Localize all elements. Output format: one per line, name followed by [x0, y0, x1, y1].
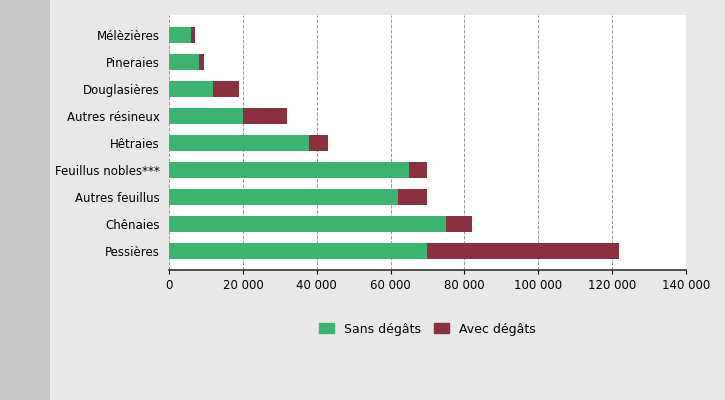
- Bar: [213, 81, 239, 97]
- Bar: [428, 243, 619, 259]
- Bar: [169, 108, 243, 124]
- Bar: [398, 189, 428, 205]
- Bar: [409, 162, 428, 178]
- Bar: [169, 189, 398, 205]
- Y-axis label: Superficie (ha): Superficie (ha): [37, 97, 50, 189]
- Bar: [169, 81, 213, 97]
- Bar: [169, 27, 191, 43]
- Bar: [169, 135, 310, 151]
- Legend: Sans dégâts, Avec dégâts: Sans dégâts, Avec dégâts: [315, 318, 541, 340]
- Bar: [199, 54, 204, 70]
- Bar: [169, 162, 409, 178]
- Bar: [310, 135, 328, 151]
- Bar: [243, 108, 287, 124]
- Bar: [169, 54, 199, 70]
- Bar: [446, 216, 472, 232]
- Bar: [191, 27, 195, 43]
- Bar: [169, 243, 428, 259]
- Bar: [169, 216, 446, 232]
